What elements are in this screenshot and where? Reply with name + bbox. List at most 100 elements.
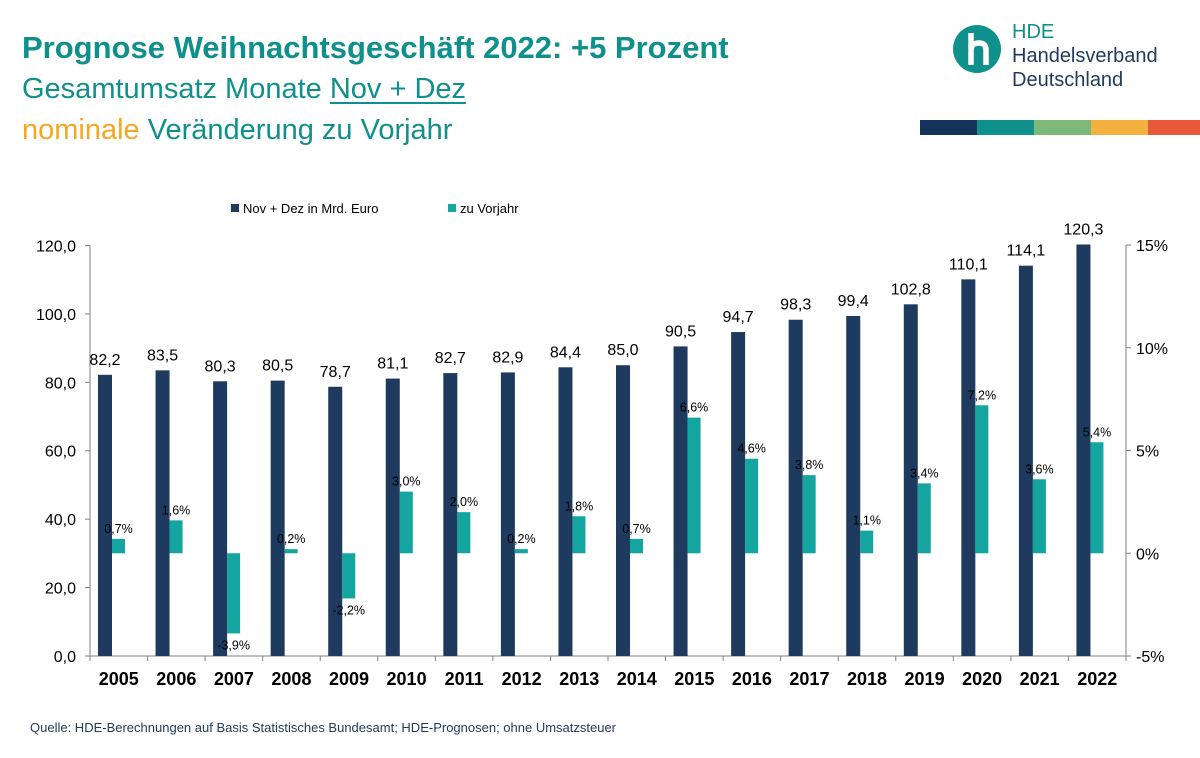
bar-vorjahr-2005 bbox=[112, 538, 125, 554]
x-label-2009: 2009 bbox=[329, 669, 369, 689]
label-vorjahr-2011: 2,0% bbox=[450, 495, 479, 509]
bar-umsatz-2014 bbox=[616, 365, 630, 656]
bar-vorjahr-2012 bbox=[514, 549, 528, 554]
bar-vorjahr-2015 bbox=[687, 417, 701, 554]
label-vorjahr-2009: -2,2% bbox=[332, 603, 365, 617]
chart-subtitle: Gesamtumsatz Monate Nov + Dez bbox=[22, 73, 466, 106]
bar-umsatz-2006 bbox=[155, 370, 170, 656]
bar-umsatz-2017 bbox=[788, 319, 803, 656]
bar-umsatz-2008 bbox=[270, 380, 285, 656]
bar-umsatz-2013 bbox=[558, 367, 573, 656]
x-label-2015: 2015 bbox=[674, 669, 714, 689]
label-umsatz-2020: 110,1 bbox=[949, 256, 988, 273]
label-vorjahr-2010: 3,0% bbox=[392, 475, 421, 489]
x-label-2013: 2013 bbox=[559, 669, 599, 689]
bar-umsatz-2021 bbox=[1018, 265, 1033, 656]
x-label-2008: 2008 bbox=[271, 669, 311, 689]
label-umsatz-2006: 83,5 bbox=[147, 347, 178, 364]
x-label-2019: 2019 bbox=[905, 669, 945, 689]
chart-subtitle-2: nominale Veränderung zu Vorjahr bbox=[22, 114, 452, 147]
label-vorjahr-2012: 0,2% bbox=[507, 532, 536, 546]
label-umsatz-2009: 78,7 bbox=[320, 364, 351, 381]
label-umsatz-2005: 82,2 bbox=[89, 352, 120, 369]
bar-vorjahr-2017 bbox=[802, 475, 816, 554]
y-right-tick-label: 0% bbox=[1136, 546, 1159, 563]
legend-label-vorjahr: zu Vorjahr bbox=[460, 201, 519, 216]
label-umsatz-2011: 82,7 bbox=[435, 350, 466, 367]
logo-line1: Handelsverband bbox=[1012, 45, 1158, 67]
legend-swatch-umsatz bbox=[231, 204, 239, 212]
x-label-2012: 2012 bbox=[502, 669, 542, 689]
y-left-tick-label: 0,0 bbox=[54, 649, 76, 666]
label-umsatz-2008: 80,5 bbox=[262, 358, 293, 375]
label-vorjahr-2018: 1,1% bbox=[852, 514, 881, 528]
logo-abbr: HDE bbox=[1012, 21, 1055, 43]
x-label-2016: 2016 bbox=[732, 669, 772, 689]
y-left-tick-label: 120,0 bbox=[36, 238, 76, 255]
bar-umsatz-2020 bbox=[961, 279, 976, 656]
brand-stripe-3 bbox=[1034, 120, 1091, 135]
label-umsatz-2018: 99,4 bbox=[838, 293, 869, 310]
bar-umsatz-2018 bbox=[846, 315, 861, 656]
bar-umsatz-2005 bbox=[98, 374, 112, 656]
bar-vorjahr-2009 bbox=[342, 553, 356, 599]
x-label-2018: 2018 bbox=[847, 669, 887, 689]
label-vorjahr-2020: 7,2% bbox=[968, 388, 997, 402]
label-umsatz-2016: 94,7 bbox=[723, 309, 754, 326]
label-umsatz-2022: 120,3 bbox=[1063, 221, 1103, 238]
x-label-2020: 2020 bbox=[962, 669, 1002, 689]
source-note: Quelle: HDE-Berechnungen auf Basis Stati… bbox=[30, 720, 617, 735]
bar-vorjahr-2013 bbox=[572, 516, 586, 554]
y-right-tick-label: 10% bbox=[1136, 341, 1168, 358]
bar-umsatz-2007 bbox=[213, 381, 228, 656]
brand-stripe-1 bbox=[920, 120, 977, 135]
bar-umsatz-2016 bbox=[731, 332, 746, 656]
y-left-tick-label: 40,0 bbox=[45, 512, 76, 529]
label-umsatz-2012: 82,9 bbox=[492, 349, 523, 366]
x-label-2005: 2005 bbox=[99, 669, 139, 689]
subtitle-highlight: nominale bbox=[22, 114, 140, 146]
label-vorjahr-2005: 0,7% bbox=[104, 522, 133, 536]
label-vorjahr-2019: 3,4% bbox=[910, 466, 939, 480]
bar-vorjahr-2006 bbox=[169, 520, 183, 554]
x-label-2021: 2021 bbox=[1020, 669, 1060, 689]
bar-vorjahr-2010 bbox=[399, 491, 413, 554]
x-label-2007: 2007 bbox=[214, 669, 254, 689]
bar-umsatz-2015 bbox=[673, 346, 688, 656]
brand-stripe-2 bbox=[977, 120, 1034, 135]
label-vorjahr-2006: 1,6% bbox=[162, 503, 191, 517]
x-label-2017: 2017 bbox=[789, 669, 829, 689]
bar-vorjahr-2022 bbox=[1090, 442, 1104, 554]
hde-logo: HDE Handelsverband Deutschland bbox=[952, 20, 1182, 106]
bar-umsatz-2009 bbox=[328, 386, 343, 656]
legend-swatch-vorjahr bbox=[448, 204, 456, 212]
label-umsatz-2015: 90,5 bbox=[665, 323, 696, 340]
label-umsatz-2010: 81,1 bbox=[377, 356, 408, 373]
label-umsatz-2019: 102,8 bbox=[891, 281, 931, 298]
bar-umsatz-2012 bbox=[500, 372, 515, 656]
subtitle-underlined: Nov + Dez bbox=[329, 73, 467, 105]
label-vorjahr-2014: 0,7% bbox=[622, 522, 651, 536]
label-vorjahr-2022: 5,4% bbox=[1083, 425, 1112, 439]
hde-logo-icon bbox=[953, 25, 1001, 73]
label-vorjahr-2013: 1,8% bbox=[565, 499, 594, 513]
logo-line2: Deutschland bbox=[1012, 69, 1124, 91]
bar-vorjahr-2007 bbox=[227, 553, 241, 634]
label-umsatz-2021: 114,1 bbox=[1006, 243, 1045, 260]
x-label-2011: 2011 bbox=[445, 669, 484, 689]
y-left-tick-label: 100,0 bbox=[36, 307, 76, 324]
bar-umsatz-2022 bbox=[1076, 244, 1091, 657]
bar-vorjahr-2021 bbox=[1032, 479, 1046, 554]
x-label-2010: 2010 bbox=[387, 669, 427, 689]
logo-text: HDE Handelsverband Deutschland bbox=[1012, 20, 1158, 92]
y-left-tick-label: 20,0 bbox=[45, 581, 76, 598]
bar-umsatz-2011 bbox=[443, 373, 458, 656]
bar-umsatz-2019 bbox=[903, 304, 918, 656]
y-left-tick-label: 60,0 bbox=[45, 444, 76, 461]
label-umsatz-2007: 80,3 bbox=[205, 358, 236, 375]
chart-title: Prognose Weihnachtsgeschäft 2022: +5 Pro… bbox=[22, 30, 729, 65]
x-label-2006: 2006 bbox=[156, 669, 196, 689]
bar-vorjahr-2011 bbox=[457, 512, 471, 554]
bar-vorjahr-2016 bbox=[745, 458, 759, 554]
